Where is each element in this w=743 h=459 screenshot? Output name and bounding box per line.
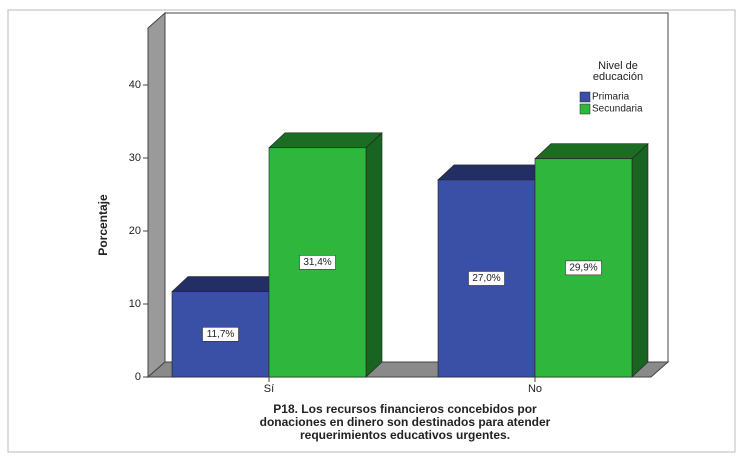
value-label: 29,9% bbox=[569, 263, 597, 274]
y-tick-label: 0 bbox=[135, 371, 141, 383]
value-label: 27,0% bbox=[472, 273, 500, 284]
y-axis-title: Porcentaje bbox=[96, 194, 110, 256]
value-label-box bbox=[202, 326, 239, 342]
bar-top bbox=[534, 143, 649, 160]
y-tick-label: 20 bbox=[129, 225, 141, 237]
legend-swatch bbox=[579, 103, 591, 115]
bar-side bbox=[631, 143, 649, 378]
bar-top bbox=[268, 132, 383, 149]
side-wall bbox=[147, 11, 166, 379]
x-axis-title: donaciones en dinero son destinados para… bbox=[260, 415, 551, 429]
value-label-box bbox=[468, 271, 505, 286]
y-tick-label: 10 bbox=[129, 298, 141, 310]
y-tick-label: 40 bbox=[129, 79, 141, 91]
value-label: 31,4% bbox=[303, 257, 331, 268]
x-tick-label: No bbox=[528, 383, 542, 395]
value-label-box bbox=[565, 260, 602, 276]
bar-top bbox=[171, 276, 286, 292]
legend-title: Nivel de bbox=[598, 60, 638, 72]
x-tick-label: Sí bbox=[264, 383, 274, 395]
legend-label: Primaria bbox=[592, 92, 630, 103]
bar-top bbox=[437, 164, 552, 181]
legend-title: educación bbox=[593, 71, 643, 83]
value-label-box bbox=[299, 255, 336, 270]
legend-label: Secundaria bbox=[592, 104, 643, 115]
x-axis-title: P18. Los recursos financieros concebidos… bbox=[273, 402, 537, 416]
legend-swatch bbox=[579, 91, 591, 103]
y-tick-label: 30 bbox=[129, 152, 141, 164]
value-label: 11,7% bbox=[207, 329, 235, 340]
x-axis-title: requerimientos educativos urgentes. bbox=[300, 428, 510, 442]
bar-side bbox=[365, 132, 383, 378]
